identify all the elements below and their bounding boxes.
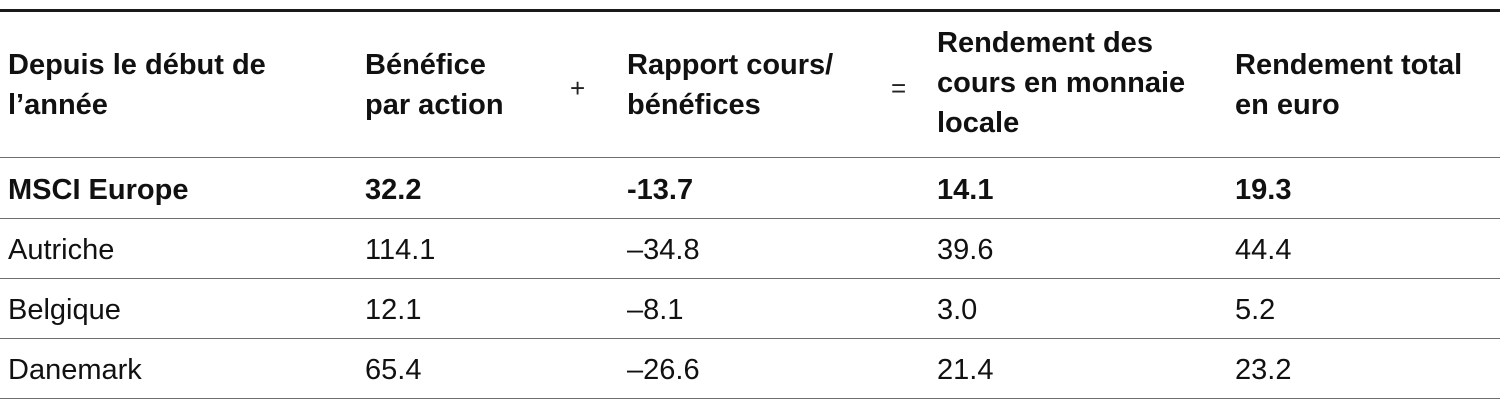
header-period: Depuis le début de l’année xyxy=(8,45,266,125)
row-local-belgique: 3.0 xyxy=(937,294,978,326)
table-bottom-rule xyxy=(0,398,1500,399)
row-local-msci-europe: 14.1 xyxy=(937,174,994,206)
row-name-msci-europe: MSCI Europe xyxy=(8,174,189,206)
header-pe: Rapport cours/ bénéfices xyxy=(627,45,833,125)
row-eps-danemark: 65.4 xyxy=(365,354,422,386)
row-name-belgique: Belgique xyxy=(8,294,121,326)
row-name-danemark: Danemark xyxy=(8,354,142,386)
table-top-rule xyxy=(0,9,1500,12)
row-eps-autriche: 114.1 xyxy=(365,234,436,266)
row-rule xyxy=(0,278,1500,279)
row-name-autriche: Autriche xyxy=(8,234,115,266)
header-eps-line-1: Bénéfice xyxy=(365,49,486,81)
header-total-return: Rendement total en euro xyxy=(1235,45,1462,125)
row-pe-autriche: –34.8 xyxy=(627,234,700,266)
header-local-return: Rendement des cours en monnaie locale xyxy=(937,23,1185,143)
header-period-line-2: l’année xyxy=(8,89,108,121)
row-eps-belgique: 12.1 xyxy=(365,294,422,326)
header-pe-line-2: bénéfices xyxy=(627,89,761,121)
header-local-return-line-3: locale xyxy=(937,107,1020,139)
row-rule xyxy=(0,338,1500,339)
header-eps-line-2: par action xyxy=(365,89,504,121)
header-local-return-line-1: Rendement des xyxy=(937,27,1153,59)
row-rule xyxy=(0,218,1500,219)
row-local-autriche: 39.6 xyxy=(937,234,994,266)
row-total-autriche: 44.4 xyxy=(1235,234,1292,266)
row-total-belgique: 5.2 xyxy=(1235,294,1276,326)
row-pe-belgique: –8.1 xyxy=(627,294,684,326)
header-total-return-line-1: Rendement total xyxy=(1235,49,1463,81)
equals-operator: = xyxy=(891,73,907,103)
header-eps: Bénéfice par action xyxy=(365,45,504,125)
header-local-return-line-2: cours en monnaie xyxy=(937,67,1186,99)
row-pe-danemark: –26.6 xyxy=(627,354,700,386)
plus-operator: + xyxy=(570,73,586,103)
row-pe-msci-europe: -13.7 xyxy=(627,174,694,206)
header-total-return-line-2: en euro xyxy=(1235,89,1340,121)
header-pe-line-1: Rapport cours/ xyxy=(627,49,834,81)
row-total-danemark: 23.2 xyxy=(1235,354,1292,386)
header-bottom-rule xyxy=(0,157,1500,158)
row-eps-msci-europe: 32.2 xyxy=(365,174,422,206)
header-period-line-1: Depuis le début de xyxy=(8,49,266,81)
row-local-danemark: 21.4 xyxy=(937,354,994,386)
row-total-msci-europe: 19.3 xyxy=(1235,174,1292,206)
